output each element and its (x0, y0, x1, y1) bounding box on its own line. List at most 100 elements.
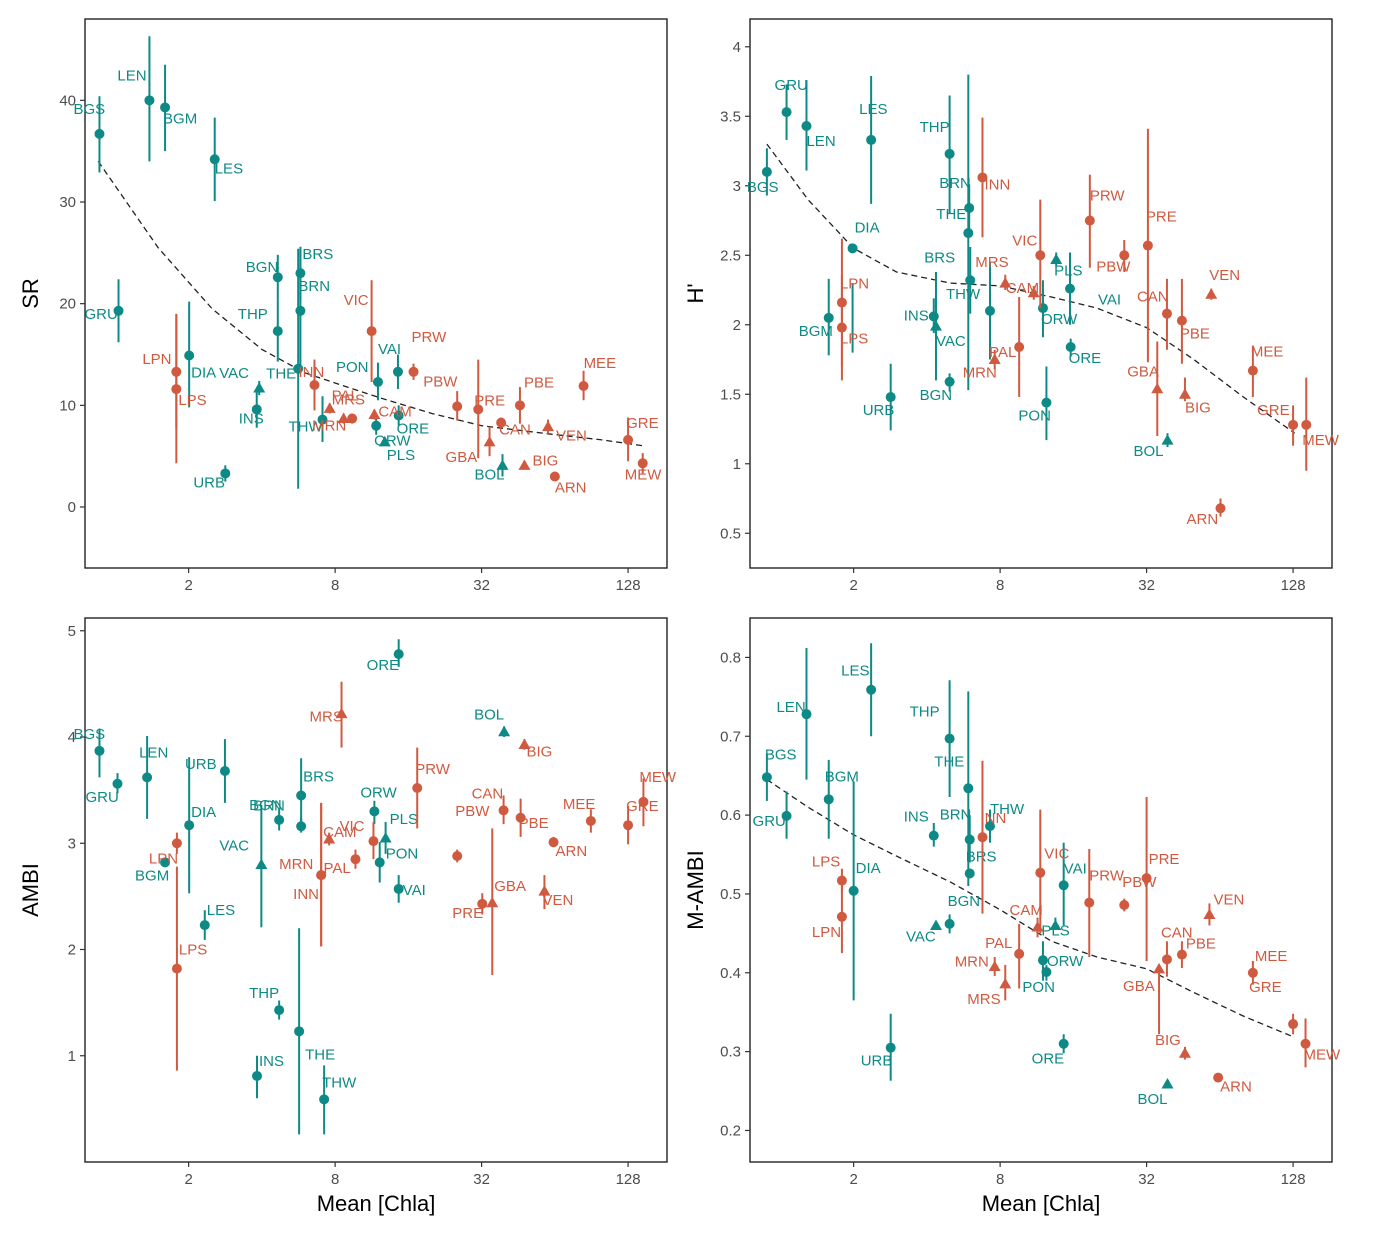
point-mee: MEE (563, 796, 596, 833)
point-mrn: MRN (955, 953, 1001, 976)
point-len: LEN (801, 80, 836, 171)
point-gru: GRU (775, 77, 808, 140)
point-label: THW (289, 419, 324, 436)
point-mew: MEW (1301, 377, 1340, 471)
point-label: BRS (924, 249, 955, 266)
x-tick-label: 128 (1281, 577, 1306, 594)
point-lpn: LPN (812, 879, 847, 954)
point-ore: ORE (1032, 1034, 1069, 1068)
point-label: MRN (963, 365, 997, 382)
marker-circle (866, 684, 877, 695)
x-tick-label: 2 (184, 1171, 192, 1188)
point-les: LES (841, 643, 877, 737)
point-label: BRN (253, 797, 285, 814)
point-the: THE (934, 691, 974, 887)
marker-triangle (1151, 382, 1164, 394)
point-label: BGM (163, 110, 197, 127)
y-tick-label: 1 (68, 1048, 76, 1065)
marker-triangle (335, 707, 348, 719)
point-thw: THW (319, 1065, 357, 1135)
panel-2: 2 8 32 128 0.5 1 1.5 2 2.5 3 3.5 4 H' BGS GRU LEN BGM DIA… (683, 18, 1340, 594)
point-label: ORW (1041, 311, 1078, 328)
marker-circle (1035, 867, 1046, 878)
marker-circle (637, 458, 648, 469)
marker-circle (1014, 342, 1025, 353)
point-label: BGN (249, 797, 282, 814)
point-label: CAN (1161, 924, 1193, 941)
marker-circle (638, 796, 649, 807)
point-label: PAL (323, 860, 350, 877)
point-label: MRN (955, 953, 989, 970)
y-tick-label: 0 (68, 499, 76, 516)
point-big: BIG (1155, 1032, 1191, 1060)
point-brn: BRN (295, 249, 330, 372)
point-mew: MEW (1300, 1018, 1342, 1068)
marker-circle (623, 820, 634, 831)
marker-circle (369, 806, 380, 817)
marker-circle (623, 434, 634, 445)
point-label: DIA (855, 219, 880, 236)
point-label: LPN (840, 276, 869, 293)
point-mrs: MRS (323, 391, 365, 414)
marker-triangle (368, 408, 381, 419)
point-arn: ARN (549, 471, 587, 497)
point-vac: VAC (219, 805, 268, 928)
point-pal: PAL (989, 296, 1025, 398)
point-label: VAI (1064, 860, 1087, 877)
marker-circle (964, 868, 975, 879)
marker-circle (393, 883, 404, 894)
marker-triangle (538, 885, 551, 896)
point-vac: VAC (929, 271, 966, 381)
point-label: PRW (412, 329, 448, 346)
panel-4: 2 8 32 128 0.2 0.3 0.4 0.5 0.6 0.7 0.8 M-AMBI Mean [… (683, 617, 1342, 1216)
marker-triangle (323, 402, 336, 413)
point-label: BRN (298, 278, 330, 295)
point-label: MEW (1304, 1047, 1342, 1064)
point-label: BGS (747, 179, 779, 196)
point-ore: ORE (1065, 338, 1101, 367)
point-len: LEN (776, 647, 812, 780)
marker-circle (977, 832, 988, 843)
point-label: THE (305, 1046, 335, 1063)
point-pre: PRE (1141, 796, 1179, 961)
marker-triangle (486, 896, 499, 908)
point-label: VAC (936, 333, 966, 350)
point-label: PON (386, 845, 419, 862)
marker-triangle (1178, 1047, 1191, 1058)
marker-circle (209, 154, 220, 165)
point-label: LES (207, 902, 235, 919)
point-prw: PRW (1084, 849, 1125, 958)
marker-circle (452, 401, 463, 412)
marker-circle (366, 326, 377, 337)
y-tick-label: 0.8 (720, 649, 741, 666)
point-label: MEW (639, 769, 677, 786)
marker-circle (823, 312, 834, 323)
point-label: BOL (1138, 1091, 1168, 1108)
x-tick-label: 32 (1138, 577, 1155, 594)
point-label: VEN (556, 428, 587, 445)
marker-circle (316, 870, 327, 881)
marker-circle (578, 381, 589, 392)
marker-circle (963, 783, 974, 794)
y-tick-label: 0.5 (720, 525, 741, 542)
point-label: BRS (303, 768, 334, 785)
x-tick-label: 8 (996, 1171, 1004, 1188)
marker-circle (1058, 1038, 1069, 1049)
point-gre: GRE (1257, 402, 1299, 446)
panel-1: 2 8 32 128 0 10 20 30 40 SR BGS GRU LEN BGM LES DIA URB V… (18, 18, 668, 594)
marker-triangle (323, 833, 336, 844)
point-label: ORW (1047, 953, 1084, 970)
marker-triangle (988, 353, 1001, 365)
point-bgn: BGN (249, 797, 285, 831)
point-label: BIG (1155, 1032, 1181, 1049)
x-tick-label: 2 (184, 577, 192, 594)
marker-circle (452, 851, 463, 861)
point-label: URB (185, 756, 217, 773)
point-label: LES (859, 101, 887, 118)
point-label: MRN (312, 418, 346, 435)
marker-triangle (929, 320, 942, 331)
point-urb: URB (193, 465, 231, 491)
point-label: VAC (219, 365, 249, 382)
y-tick-label: 0.3 (720, 1044, 741, 1061)
point-label: LES (215, 160, 243, 177)
